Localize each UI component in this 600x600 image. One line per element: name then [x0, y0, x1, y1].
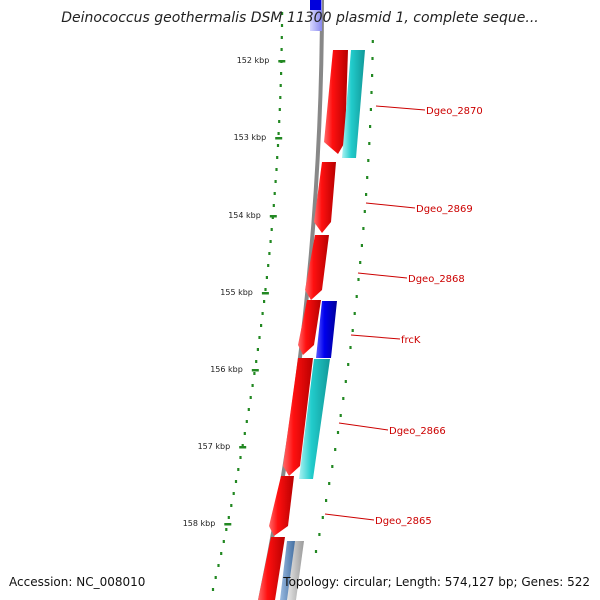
- ruler-tick: [224, 523, 232, 526]
- gene-labels: Dgeo_2870 Dgeo_2869 Dgeo_2868 frcK Dgeo_2866…: [324, 105, 483, 527]
- gene-feature-partial-top: [310, 0, 321, 10]
- gene-feature-dgeo-2866: [299, 359, 330, 479]
- gene-label: frcK: [401, 335, 421, 346]
- map-title: Deinococcus geothermalis DSM 11300 plasm…: [61, 10, 539, 26]
- ruler-tick: [275, 137, 283, 140]
- ruler-tick-label: 155 kbp: [220, 288, 253, 297]
- gene-feature-frck: [316, 301, 337, 358]
- gene-feature-dgeo-2865: [269, 476, 294, 536]
- label-leader-line: [357, 272, 408, 279]
- ruler-tick-label: 154 kbp: [228, 211, 261, 220]
- label-leader-line: [365, 202, 416, 209]
- ruler-dots: [211, 12, 374, 591]
- summary-text: Topology: circular; Length: 574,127 bp; …: [283, 575, 590, 589]
- ruler-tick: [239, 446, 247, 449]
- ruler-tick-label: 158 kbp: [183, 519, 216, 528]
- ruler-tick-label: 157 kbp: [198, 442, 231, 451]
- gene-feature-red-4: [298, 300, 321, 355]
- gene-label: Dgeo_2869: [416, 204, 473, 215]
- gene-label: Dgeo_2868: [408, 274, 465, 285]
- gene-feature-red-6: [283, 358, 313, 476]
- gene-feature-dgeo-2869: [314, 162, 336, 233]
- ruler-tick-label: 152 kbp: [237, 56, 270, 65]
- gene-feature-steel: [280, 541, 296, 600]
- ruler-tick-label: 153 kbp: [234, 133, 267, 142]
- ruler-tick: [261, 292, 269, 295]
- ruler: 152 kbp 153 kbp 154 kbp 155 kbp 156 kbp 157 k…: [183, 56, 286, 528]
- label-leader-line: [338, 422, 389, 431]
- gene-label: Dgeo_2870: [426, 106, 483, 117]
- label-leader-line: [350, 334, 401, 340]
- gene-label: Dgeo_2866: [389, 426, 446, 437]
- gene-feature-dgeo-2870: [324, 50, 348, 154]
- ruler-tick: [278, 60, 286, 63]
- gene-feature-grey: [287, 541, 304, 600]
- gene-features: [258, 0, 365, 600]
- gene-feature-red-10: [258, 537, 285, 600]
- label-leader-line: [375, 105, 426, 111]
- gene-feature-dgeo-2868: [305, 235, 329, 300]
- gene-label: Dgeo_2865: [375, 516, 432, 527]
- label-leader-line: [324, 513, 375, 521]
- ruler-tick: [269, 215, 277, 218]
- ruler-tick: [251, 369, 259, 372]
- gene-feature-dgeo-2870-cyan: [342, 50, 365, 158]
- ruler-tick-label: 156 kbp: [210, 365, 243, 374]
- accession-text: Accession: NC_008010: [9, 575, 146, 589]
